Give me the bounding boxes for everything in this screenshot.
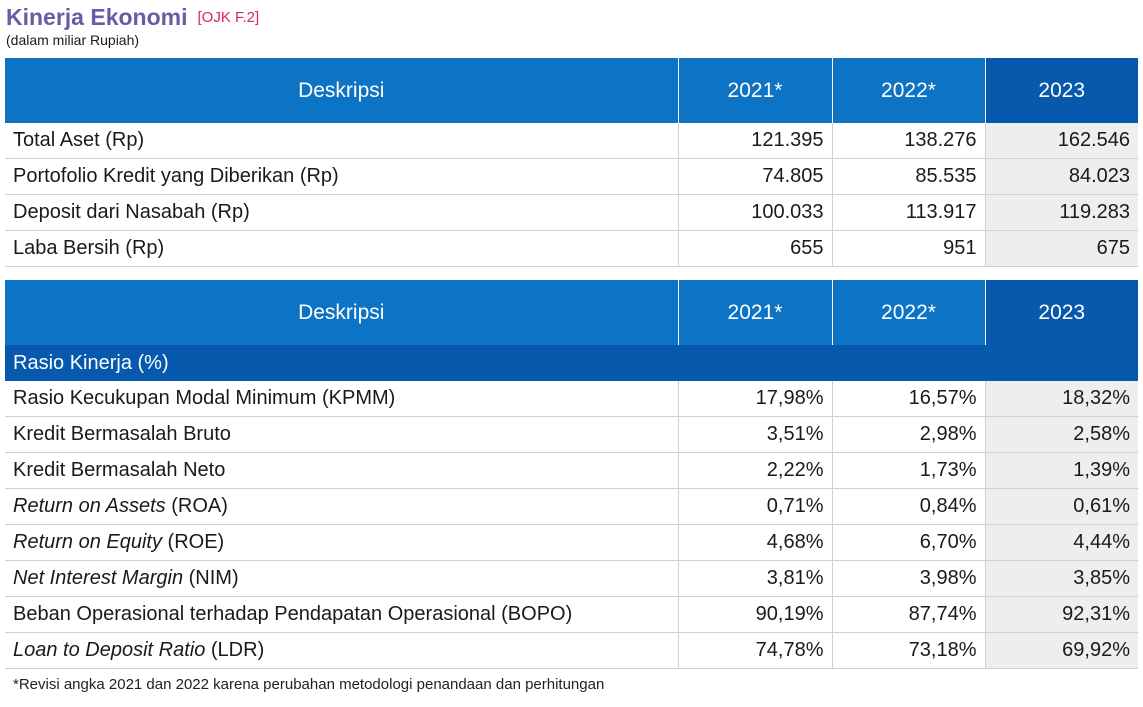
cell-2021: 2,22% — [677, 452, 832, 489]
table-row: Deposit dari Nasabah (Rp) 100.033 113.91… — [5, 194, 1138, 231]
row-label: Net Interest Margin (NIM) — [5, 560, 678, 597]
table-header-row: Deskripsi 2021* 2022* 2023 — [5, 280, 1138, 345]
column-header-2022: 2022* — [831, 58, 985, 123]
column-header-2023: 2023 — [984, 280, 1138, 345]
cell-2023: 69,92% — [984, 632, 1138, 669]
table-row: Kredit Bermasalah Neto 2,22% 1,73% 1,39% — [5, 452, 1138, 489]
table-row: Rasio Kecukupan Modal Minimum (KPMM) 17,… — [5, 381, 1138, 417]
cell-2021: 121.395 — [677, 123, 832, 159]
cell-2021: 3,51% — [677, 416, 832, 453]
table-row: Portofolio Kredit yang Diberikan (Rp) 74… — [5, 158, 1138, 195]
cell-2023: 0,61% — [984, 488, 1138, 525]
row-label: Return on Equity (ROE) — [5, 524, 678, 561]
footnote: *Revisi angka 2021 dan 2022 karena perub… — [13, 676, 605, 693]
cell-2021: 74.805 — [677, 158, 832, 195]
table-row: Beban Operasional terhadap Pendapatan Op… — [5, 596, 1138, 633]
row-label: Return on Assets (ROA) — [5, 488, 678, 525]
cell-2022: 16,57% — [831, 381, 985, 417]
cell-2023: 675 — [984, 230, 1138, 267]
row-label: Total Aset (Rp) — [5, 123, 678, 159]
cell-2021: 0,71% — [677, 488, 832, 525]
cell-2021: 655 — [677, 230, 832, 267]
cell-2022: 0,84% — [831, 488, 985, 525]
row-label-italic: Loan to Deposit Ratio — [13, 639, 206, 661]
cell-2021: 4,68% — [677, 524, 832, 561]
cell-2022: 87,74% — [831, 596, 985, 633]
table-row: Return on Assets (ROA) 0,71% 0,84% 0,61% — [5, 488, 1138, 525]
cell-2022: 6,70% — [831, 524, 985, 561]
cell-2023: 3,85% — [984, 560, 1138, 597]
row-label: Portofolio Kredit yang Diberikan (Rp) — [5, 158, 678, 195]
row-label-abbrev: (ROA) — [165, 495, 228, 517]
row-label: Laba Bersih (Rp) — [5, 230, 678, 267]
ojk-reference-tag: [OJK F.2] — [197, 9, 260, 26]
table-row: Laba Bersih (Rp) 655 951 675 — [5, 230, 1138, 267]
cell-2023: 162.546 — [984, 123, 1138, 159]
table-row: Return on Equity (ROE) 4,68% 6,70% 4,44% — [5, 524, 1138, 561]
row-label: Rasio Kecukupan Modal Minimum (KPMM) — [5, 381, 678, 417]
column-header-2021: 2021* — [677, 280, 832, 345]
column-header-2023: 2023 — [984, 58, 1138, 123]
cell-2022: 138.276 — [831, 123, 985, 159]
section-row: Rasio Kinerja (%) — [5, 345, 1138, 381]
column-header-description: Deskripsi — [5, 280, 678, 345]
row-label-abbrev: (NIM) — [183, 567, 239, 589]
financial-summary-table: Deskripsi 2021* 2022* 2023 Total Aset (R… — [5, 58, 1138, 267]
performance-ratio-table: Deskripsi 2021* 2022* 2023 Rasio Kinerja… — [5, 280, 1138, 669]
cell-2022: 2,98% — [831, 416, 985, 453]
cell-2021: 100.033 — [677, 194, 832, 231]
row-label-italic: Net Interest Margin — [13, 567, 184, 589]
cell-2022: 73,18% — [831, 632, 985, 669]
unit-subtitle: (dalam miliar Rupiah) — [6, 32, 140, 48]
table-row: Kredit Bermasalah Bruto 3,51% 2,98% 2,58… — [5, 416, 1138, 453]
page-title: Kinerja Ekonomi — [6, 4, 188, 30]
cell-2023: 2,58% — [984, 416, 1138, 453]
table-row: Loan to Deposit Ratio (LDR) 74,78% 73,18… — [5, 632, 1138, 669]
title-row: Kinerja Ekonomi [OJK F.2] — [6, 4, 259, 31]
cell-2021: 90,19% — [677, 596, 832, 633]
row-label-italic: Return on Equity — [13, 531, 162, 553]
cell-2023: 119.283 — [984, 194, 1138, 231]
cell-2023: 4,44% — [984, 524, 1138, 561]
cell-2022: 951 — [831, 230, 985, 267]
cell-2021: 3,81% — [677, 560, 832, 597]
cell-2022: 3,98% — [831, 560, 985, 597]
cell-2023: 84.023 — [984, 158, 1138, 195]
column-header-description: Deskripsi — [5, 58, 678, 123]
table-row: Total Aset (Rp) 121.395 138.276 162.546 — [5, 123, 1138, 159]
cell-2022: 1,73% — [831, 452, 985, 489]
cell-2022: 85.535 — [831, 158, 985, 195]
row-label: Kredit Bermasalah Bruto — [5, 416, 678, 453]
row-label-abbrev: (LDR) — [205, 639, 265, 661]
cell-2021: 74,78% — [677, 632, 832, 669]
column-header-2022: 2022* — [831, 280, 985, 345]
cell-2023: 1,39% — [984, 452, 1138, 489]
row-label: Kredit Bermasalah Neto — [5, 452, 678, 489]
column-header-2021: 2021* — [677, 58, 832, 123]
row-label-italic: Return on Assets — [13, 495, 166, 517]
cell-2023: 18,32% — [984, 381, 1138, 417]
row-label: Loan to Deposit Ratio (LDR) — [5, 632, 678, 669]
section-label: Rasio Kinerja (%) — [5, 345, 1138, 381]
cell-2023: 92,31% — [984, 596, 1138, 633]
row-label: Deposit dari Nasabah (Rp) — [5, 194, 678, 231]
cell-2022: 113.917 — [831, 194, 985, 231]
table-row: Net Interest Margin (NIM) 3,81% 3,98% 3,… — [5, 560, 1138, 597]
cell-2021: 17,98% — [677, 381, 832, 417]
row-label-abbrev: (ROE) — [161, 531, 225, 553]
row-label: Beban Operasional terhadap Pendapatan Op… — [5, 596, 678, 633]
table-header-row: Deskripsi 2021* 2022* 2023 — [5, 58, 1138, 123]
